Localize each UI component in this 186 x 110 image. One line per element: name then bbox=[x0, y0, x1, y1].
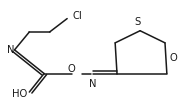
Text: N: N bbox=[89, 79, 96, 89]
Text: O: O bbox=[68, 64, 76, 74]
Text: HO: HO bbox=[12, 89, 27, 99]
Text: N: N bbox=[7, 45, 15, 55]
Text: S: S bbox=[134, 17, 141, 27]
Text: O: O bbox=[169, 53, 177, 63]
Text: Cl: Cl bbox=[73, 11, 82, 21]
